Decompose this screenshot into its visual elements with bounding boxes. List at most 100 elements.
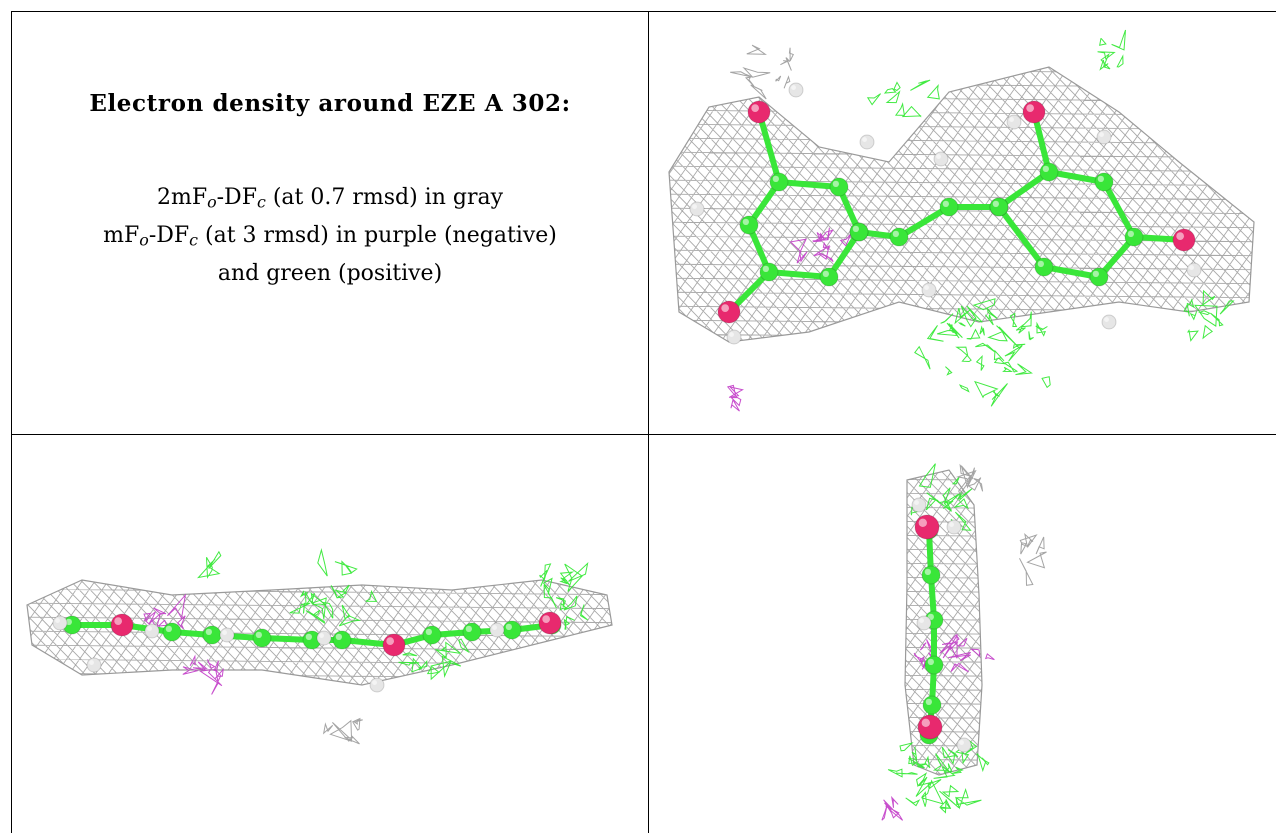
carbon-atom [921,565,941,585]
carbon-atom-highlight [205,628,213,635]
molecule-face-view [668,29,1255,412]
bond [1101,179,1137,240]
oxygen-atom [110,613,134,637]
carbon-atom-highlight [305,633,312,640]
gray-density-mesh [669,67,1254,342]
oxygen-atom [1172,228,1196,252]
oxygen-atom-highlight [721,304,729,312]
carbon-atom [462,622,482,642]
hydrogen-atom-highlight [89,660,95,665]
carbon-atom-highlight [465,625,472,632]
carbon-atom [502,620,522,640]
carbon-atom-highlight [742,218,749,226]
carbon-atom-highlight [892,230,899,238]
carbon-atom [1094,172,1114,192]
gray-mesh-fragment [955,463,984,495]
gray-density-mesh [905,470,982,775]
oxygen-atom-highlight [386,637,394,645]
view-bottom-left [12,435,648,833]
gray-density-mesh [27,580,612,685]
figure-description: 2mFo-DFc (at 0.7 rmsd) in gray mFo-DFc (… [103,179,557,293]
carbon-atom [819,267,839,287]
molecule-edge-view [26,548,613,745]
hydrogen-atom-highlight [692,204,697,209]
carbon-atom-highlight [505,623,512,630]
purple-mesh-fragment [881,795,904,821]
green-mesh-fragment [1097,29,1126,71]
bond [1041,264,1102,280]
legend-line-green: and green (positive) [217,261,443,286]
hydrogen-atom-highlight [862,137,867,142]
carbon-atom-highlight [822,270,829,277]
carbon-atom-highlight [925,698,932,705]
hydrogen-atom-highlight [914,500,919,505]
hydrogen-atom [1096,129,1112,145]
oxygen-atom-highlight [1176,232,1184,240]
oxygen-atom-highlight [921,718,930,727]
carbon-atom [849,222,869,242]
oxygen-atom [747,100,771,124]
carbon-atom-highlight [762,265,769,272]
bond [826,229,862,280]
carbon-atom-highlight [65,618,72,625]
carbon-atom-highlight [425,628,432,635]
oxygen-atom-highlight [751,104,759,112]
hydrogen-atom-highlight [936,154,941,159]
figure-title: Electron density around EZE A 302: [89,90,571,117]
hydrogen-atom [219,627,235,643]
gray-mesh-fragment [730,44,794,100]
carbon-atom-highlight [924,568,931,575]
carbon-atom [989,197,1009,217]
carbon-atom [922,695,942,715]
carbon-atom [1124,227,1144,247]
hydrogen-atom [1101,314,1117,330]
green-mesh-fragment [197,550,222,579]
green-positive-mesh [289,548,378,627]
carbon-atom [332,630,352,650]
hydrogen-atom [1006,114,1022,130]
carbon-atom-highlight [852,225,859,233]
carbon-atom-highlight [1042,165,1049,173]
green-positive-mesh [539,561,589,630]
carbon-atom [759,262,779,282]
oxygen-atom-highlight [918,518,927,527]
hydrogen-atom-highlight [959,740,964,745]
hydrogen-atom-highlight [319,633,324,638]
carbon-atom [1039,162,1059,182]
hydrogen-atom [86,657,102,673]
carbon-atom-highlight [255,631,262,638]
carbon-atom-highlight [1097,175,1104,183]
oxygen-atom-highlight [542,615,551,623]
carbon-atom [1089,267,1109,287]
hydrogen-atom-highlight [1189,265,1194,270]
border-top [11,11,1276,12]
hydrogen-atom [921,282,937,298]
carbon-atom [739,215,759,235]
border-left [11,11,12,833]
hydrogen-atom [916,615,932,631]
carbon-atom-highlight [1037,260,1044,267]
hydrogen-atom [859,134,875,150]
carbon-atom [252,628,272,648]
bond [896,204,952,240]
caption-cell: Electron density around EZE A 302: 2mFo-… [12,12,648,434]
carbon-atom [769,172,789,192]
hydrogen-atom-highlight [147,626,152,631]
carbon-atom-highlight [942,200,949,208]
hydrogen-atom-highlight [1099,132,1104,137]
hydrogen-atom-highlight [791,85,796,91]
carbon-atom [889,227,909,247]
divider-horizontal [11,434,1276,435]
carbon-atom-highlight [927,658,934,665]
bond [766,269,832,280]
hydrogen-atom-highlight [1009,117,1014,123]
oxygen-atom-highlight [1026,104,1034,112]
oxygen-atom [717,300,741,324]
carbon-atom-highlight [1127,230,1134,238]
gray-mesh-fragment [1019,533,1047,586]
carbon-atom-highlight [165,625,173,632]
carbon-atom [422,625,442,645]
oxygen-atom [538,611,562,635]
hydrogen-atom-highlight [492,625,497,630]
